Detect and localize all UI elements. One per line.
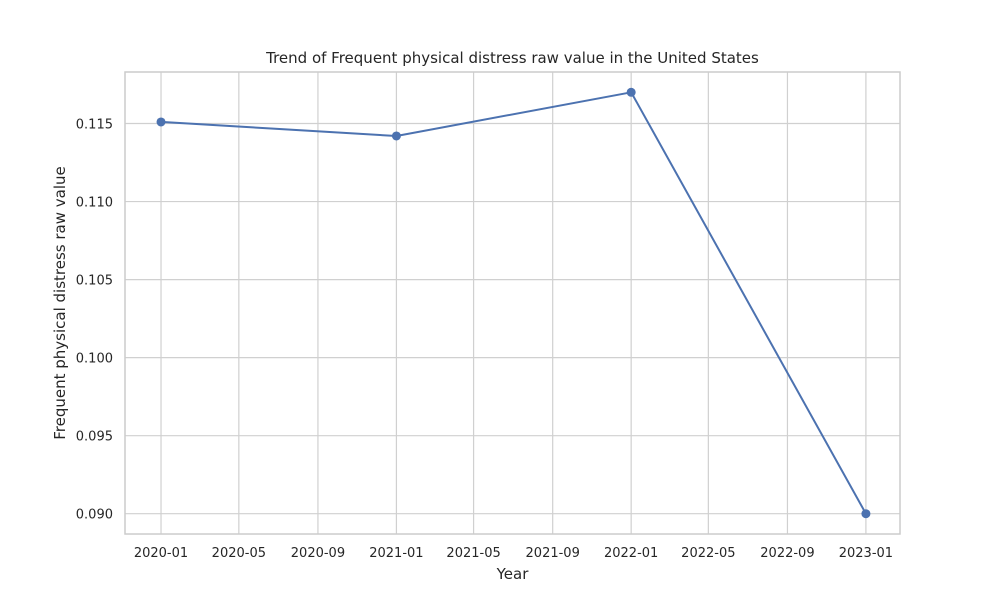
series-layer	[156, 87, 871, 519]
x-tick-label: 2023-01	[839, 546, 893, 561]
x-tick-label: 2021-05	[446, 546, 500, 561]
chart-title: Trend of Frequent physical distress raw …	[265, 49, 759, 67]
x-tick-label: 2020-05	[212, 546, 266, 561]
y-axis-label: Frequent physical distress raw value	[51, 166, 69, 440]
y-tick-label: 0.115	[76, 118, 113, 133]
x-tick-labels: 2020-01 2020-05 2020-09 2021-01 2021-05 2021-…	[134, 546, 893, 561]
x-tick-label: 2020-01	[134, 546, 188, 561]
y-tick-label: 0.105	[76, 274, 113, 289]
series-line	[160, 91, 867, 515]
y-tick-label: 0.090	[76, 508, 113, 523]
y-tick-labels: 0.090 0.095 0.100 0.105 0.110 0.115	[76, 118, 113, 523]
x-tick-label: 2022-05	[681, 546, 735, 561]
data-point	[626, 87, 636, 97]
y-tick-label: 0.110	[76, 196, 113, 211]
data-point	[391, 131, 401, 141]
x-tick-label: 2022-09	[760, 546, 814, 561]
x-tick-label: 2020-09	[291, 546, 345, 561]
data-point	[861, 509, 871, 519]
y-tick-label: 0.100	[76, 352, 113, 367]
x-tick-label: 2021-09	[526, 546, 580, 561]
y-tick-label: 0.095	[76, 430, 113, 445]
x-tick-label: 2022-01	[604, 546, 658, 561]
plot-area	[124, 71, 901, 535]
grid	[125, 72, 900, 534]
x-axis-label: Year	[496, 565, 530, 583]
x-tick-label: 2021-01	[369, 546, 423, 561]
data-point	[156, 117, 166, 127]
